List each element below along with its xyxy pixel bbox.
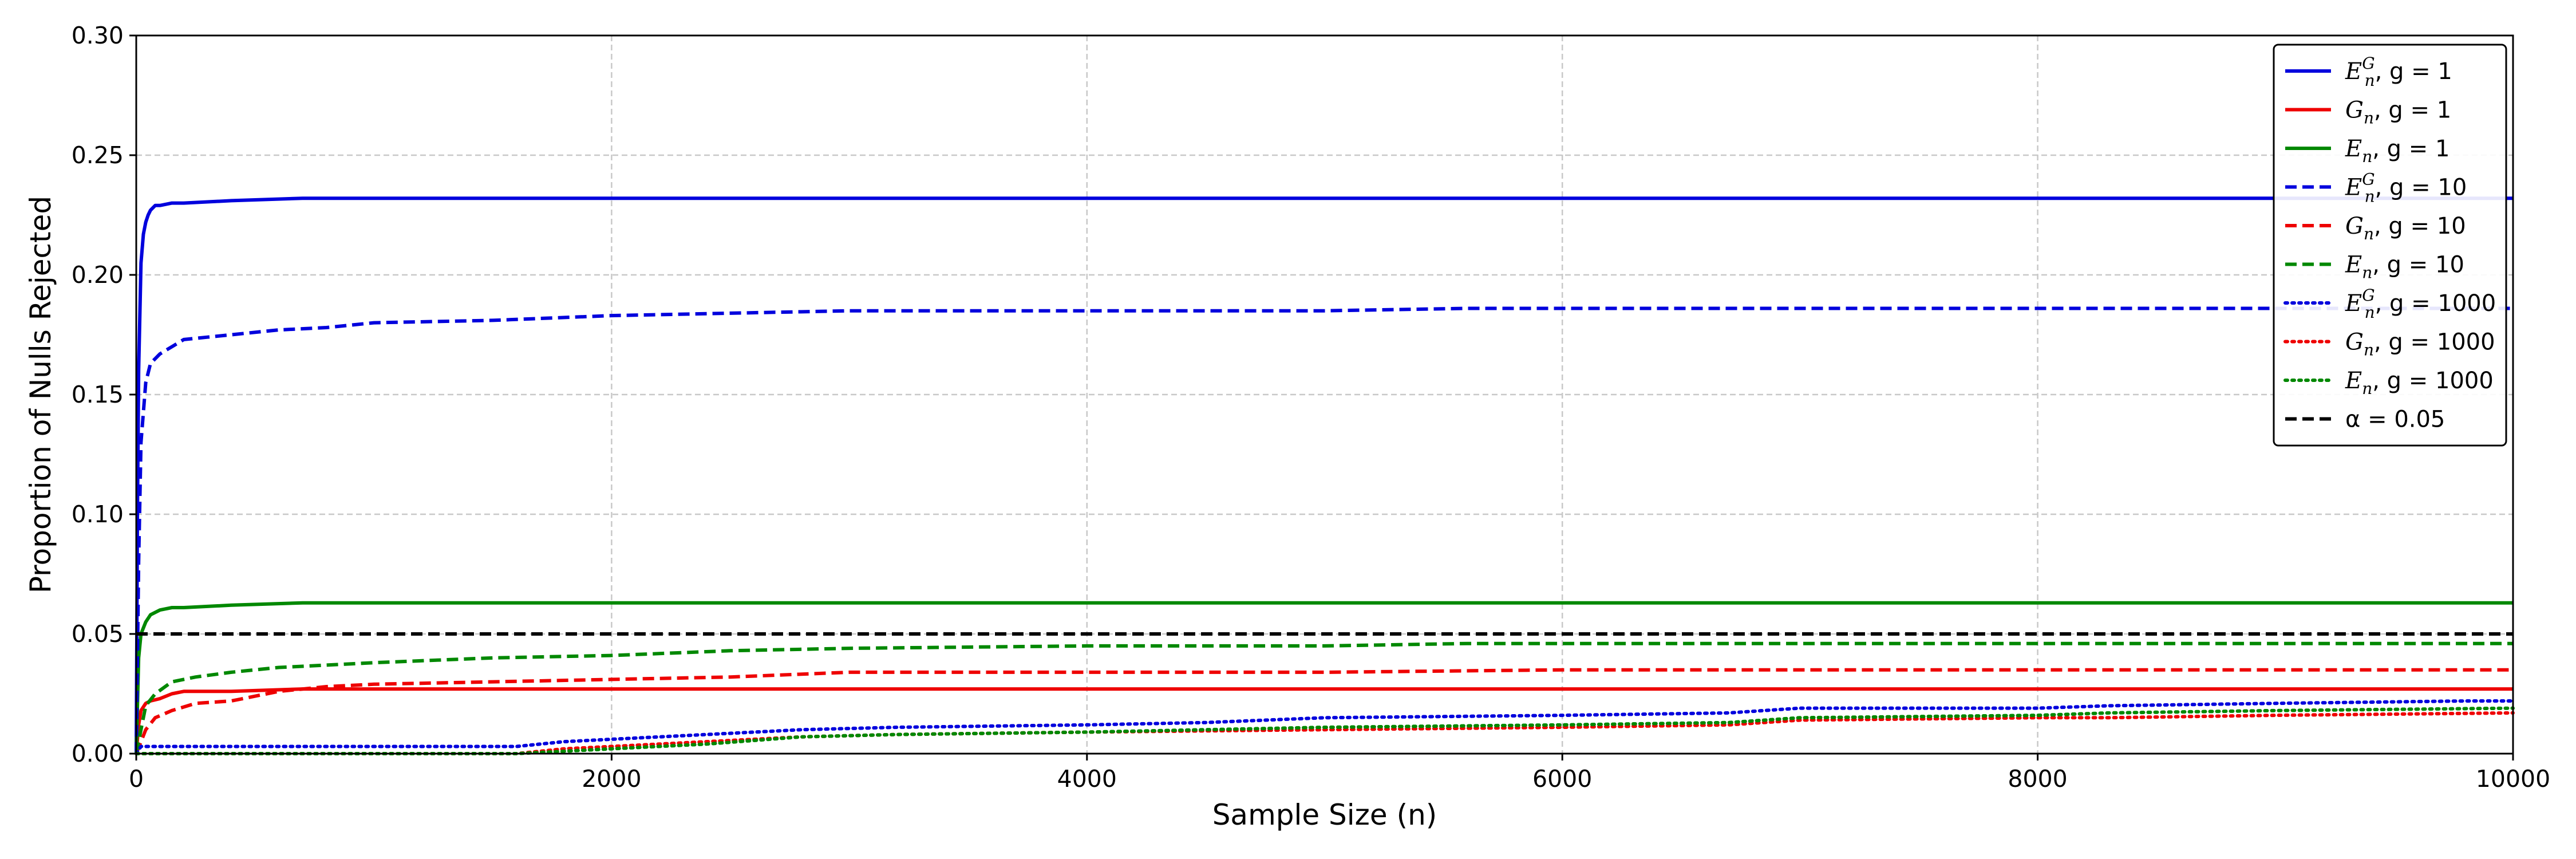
x-tick-label: 6000	[1532, 765, 1592, 793]
x-tick-label: 10000	[2476, 765, 2550, 793]
legend-label: EG n, g = 1	[2345, 54, 2452, 90]
legend-label: EG n, g = 1000	[2345, 286, 2496, 322]
legend-box	[2273, 44, 2507, 447]
series-line-1	[135, 196, 2513, 754]
series-line-3	[135, 601, 2513, 754]
y-tick-label: 0.05	[72, 620, 124, 648]
legend-label: α = 0.05	[2345, 407, 2445, 433]
series-line-2	[135, 687, 2513, 754]
legend-label: Gn, g = 1000	[2345, 329, 2495, 360]
series-lines	[135, 196, 2515, 755]
series-line-7	[135, 699, 2515, 755]
legend: EG n, g = 1 Gn, g = 1 En, g = 1 EG n, g = 10 G…	[2273, 44, 2507, 447]
legend-label: En, g = 1	[2345, 136, 2449, 166]
y-axis-ticks: 0.00 0.05 0.10 0.15 0.20 0.25 0.30	[72, 22, 136, 767]
y-tick-label: 0.30	[72, 22, 124, 49]
legend-label: En, g = 1000	[2345, 368, 2494, 398]
x-tick-label: 4000	[1057, 765, 1117, 793]
legend-label: Gn, g = 1	[2345, 97, 2451, 128]
legend-label: EG n, g = 10	[2345, 170, 2467, 206]
x-tick-label: 8000	[2008, 765, 2067, 793]
series-line-8	[135, 711, 2515, 755]
legend-label: En, g = 10	[2345, 252, 2464, 282]
y-tick-label: 0.15	[72, 381, 124, 408]
y-tick-label: 0.10	[72, 501, 124, 528]
x-axis-label: Sample Size (n)	[1212, 798, 1437, 832]
y-tick-label: 0.25	[72, 141, 124, 169]
x-tick-label: 2000	[582, 765, 641, 793]
y-tick-label: 0.20	[72, 261, 124, 289]
legend-label: Gn, g = 10	[2345, 213, 2466, 243]
series-line-4	[135, 306, 2513, 754]
y-axis-label: Proportion of Nulls Rejected	[24, 196, 57, 593]
x-axis-ticks: 0 2000 4000 6000 8000 10000	[129, 754, 2550, 793]
x-tick-label: 0	[129, 765, 144, 793]
series-line-6	[135, 641, 2513, 754]
series-line-5	[135, 668, 2513, 755]
y-tick-label: 0.00	[72, 740, 124, 767]
series-line-9	[135, 706, 2515, 755]
